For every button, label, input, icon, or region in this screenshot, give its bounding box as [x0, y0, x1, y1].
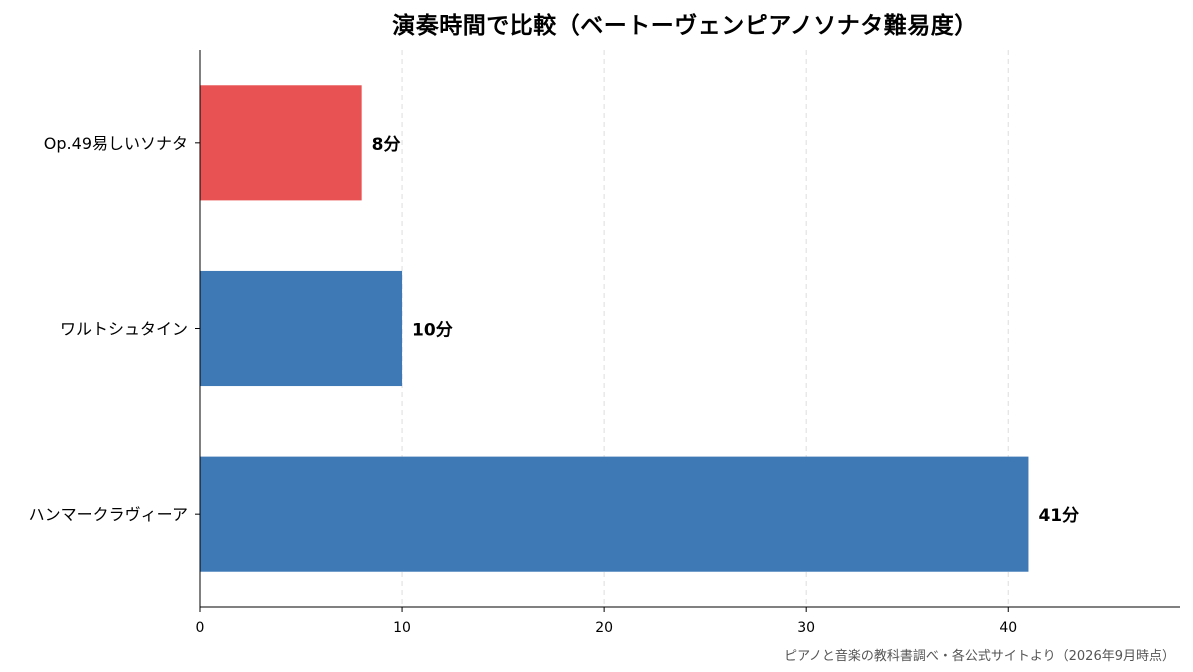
gridlines: [401, 50, 1009, 607]
source-note: ピアノと音楽の教科書調べ・各公式サイトより（2026年9月時点）: [784, 649, 1175, 664]
data-label: 41分: [1038, 506, 1079, 526]
x-tick-label: 30: [797, 620, 815, 636]
y-tick-label: Op.49易しいソナタ: [44, 134, 188, 153]
y-tick-label: ワルトシュタイン: [60, 320, 188, 339]
x-tick-label: 40: [999, 620, 1017, 636]
bar: [200, 85, 362, 201]
bar: [200, 456, 1029, 572]
data-labels: 8分 10分 41分: [372, 135, 1079, 526]
y-tick-label: ハンマークラヴィーア: [29, 505, 188, 524]
bar: [200, 270, 403, 387]
x-tick-label: 0: [196, 620, 205, 636]
data-label: 10分: [412, 321, 453, 341]
x-tick-label: 20: [595, 620, 613, 636]
data-label: 8分: [372, 135, 401, 155]
bars: [200, 85, 1029, 572]
chart-title: 演奏時間で比較（ベートーヴェンピアノソナタ難易度）: [392, 13, 978, 39]
x-tick-label: 10: [393, 620, 411, 636]
